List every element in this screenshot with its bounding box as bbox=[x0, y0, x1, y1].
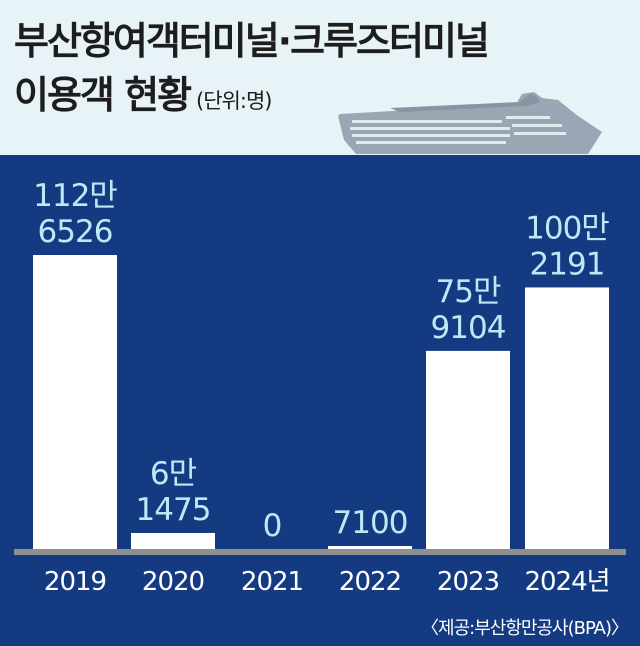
bar-2020 bbox=[131, 532, 215, 549]
value-label-2021-1: 0 bbox=[263, 508, 282, 544]
unit-label: (단위:명) bbox=[196, 89, 272, 113]
header-panel: 부산항여객터미널·크루즈터미널 이용객 현황 (단위:명) bbox=[0, 0, 640, 155]
chart-title-line2: 이용객 현황 (단위:명) bbox=[14, 73, 272, 117]
x-axis-baseline bbox=[14, 549, 626, 555]
value-label-2020-2: 1475 bbox=[136, 492, 211, 528]
x-tick-label-2021: 2021 bbox=[241, 567, 303, 597]
value-label-2019-1: 112만 bbox=[33, 178, 117, 214]
x-tick-label-2019: 2019 bbox=[44, 567, 106, 597]
bar-2024년 bbox=[525, 287, 609, 549]
x-tick-label-2022: 2022 bbox=[339, 567, 401, 597]
chart-title-line1: 부산항여객터미널·크루즈터미널 bbox=[14, 19, 490, 63]
value-label-2023-1: 75만 bbox=[436, 274, 501, 310]
x-tick-label-2024년: 2024년 bbox=[524, 567, 609, 597]
value-label-2022-1: 7100 bbox=[333, 505, 408, 541]
source-credit: 〈제공:부산항만공사(BPA)〉 bbox=[421, 618, 629, 639]
bar-2022 bbox=[328, 546, 412, 549]
chart-title-main: 이용객 현황 bbox=[14, 73, 192, 117]
cruise-ship-icon bbox=[338, 92, 602, 154]
bar-2019 bbox=[33, 255, 117, 549]
value-label-2024년-2: 2191 bbox=[530, 246, 605, 282]
value-label-2023-2: 9104 bbox=[431, 310, 506, 346]
value-label-2019-2: 6526 bbox=[38, 214, 113, 250]
value-label-2024년-1: 100만 bbox=[525, 210, 609, 246]
x-tick-label-2020: 2020 bbox=[142, 567, 204, 597]
x-tick-label-2023: 2023 bbox=[437, 567, 499, 597]
bar-2023 bbox=[426, 350, 510, 549]
value-label-2020-1: 6만 bbox=[150, 456, 197, 492]
